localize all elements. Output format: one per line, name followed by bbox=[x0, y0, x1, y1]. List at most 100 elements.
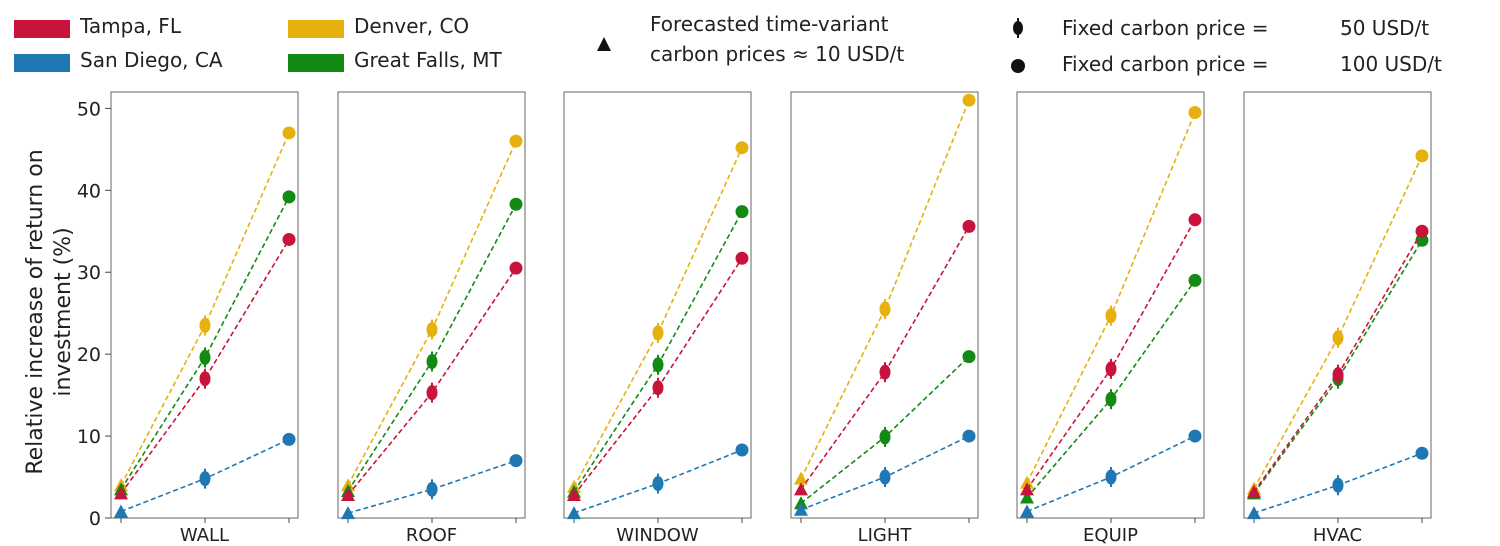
legend-swatch-sandiego bbox=[14, 54, 70, 72]
series-line-denver bbox=[347, 140, 517, 486]
panel-label-roof: ROOF bbox=[406, 525, 457, 546]
point-circle-tampa bbox=[735, 251, 749, 265]
series-line-denver bbox=[1253, 155, 1423, 489]
point-circle-denver bbox=[735, 141, 749, 155]
point-circle-denver bbox=[282, 126, 296, 140]
point-triangle-tampa bbox=[567, 488, 581, 502]
legend-swatch-greatfalls bbox=[288, 54, 344, 72]
point-diamond-sandiego bbox=[652, 476, 664, 492]
point-diamond-sandiego bbox=[1332, 477, 1344, 493]
legend-triangle-line1: Forecasted time-variant bbox=[650, 12, 889, 36]
point-triangle-greatfalls bbox=[1020, 490, 1034, 504]
series-line-greatfalls bbox=[1253, 239, 1423, 494]
series-line-denver bbox=[800, 99, 970, 480]
series-line-tampa bbox=[120, 239, 290, 494]
point-diamond-tampa bbox=[652, 380, 664, 396]
point-circle-tampa bbox=[1415, 224, 1429, 238]
point-triangle-denver bbox=[1020, 475, 1034, 489]
y-tick-label: 20 bbox=[77, 344, 101, 366]
diamond-marker-icon bbox=[1013, 18, 1023, 38]
circle-marker-icon bbox=[1011, 59, 1025, 73]
y-axis-label-line1: Relative increase of return on bbox=[23, 149, 48, 475]
legend-diamond-value: 50 USD/t bbox=[1340, 16, 1430, 40]
point-diamond-sandiego bbox=[426, 481, 438, 497]
point-circle-greatfalls bbox=[509, 197, 523, 211]
point-circle-denver bbox=[962, 93, 976, 107]
point-diamond-tampa bbox=[879, 364, 891, 380]
legend-label-tampa: Tampa, FL bbox=[80, 14, 181, 38]
point-triangle-sandiego bbox=[341, 506, 355, 520]
point-circle-greatfalls bbox=[282, 190, 296, 204]
series-line-greatfalls bbox=[573, 211, 743, 493]
series-line-greatfalls bbox=[347, 203, 517, 492]
point-circle-sandiego bbox=[1415, 446, 1429, 460]
point-triangle-greatfalls bbox=[794, 496, 808, 510]
series-line-tampa bbox=[800, 225, 970, 490]
point-diamond-sandiego bbox=[199, 471, 211, 487]
point-triangle-tampa bbox=[794, 482, 808, 496]
point-diamond-sandiego bbox=[1105, 469, 1117, 485]
point-triangle-tampa bbox=[1020, 482, 1034, 496]
legend-diamond-label: Fixed carbon price = bbox=[1062, 16, 1269, 40]
point-triangle-sandiego bbox=[1247, 506, 1261, 520]
panel-label-hvac: HVAC bbox=[1313, 525, 1362, 546]
point-diamond-denver bbox=[1105, 308, 1117, 324]
series-line-denver bbox=[120, 132, 290, 486]
point-diamond-tampa bbox=[426, 385, 438, 401]
series-line-tampa bbox=[347, 267, 517, 496]
point-diamond-sandiego bbox=[879, 469, 891, 485]
point-diamond-greatfalls bbox=[1105, 391, 1117, 407]
series-line-sandiego bbox=[347, 459, 517, 514]
point-diamond-greatfalls bbox=[199, 349, 211, 365]
panel-frame-wall bbox=[110, 91, 299, 519]
point-circle-tampa bbox=[962, 219, 976, 233]
point-circle-greatfalls bbox=[735, 205, 749, 219]
series-line-denver bbox=[1026, 112, 1196, 484]
series-line-denver bbox=[573, 147, 743, 488]
y-tick-label: 10 bbox=[77, 426, 101, 448]
panel-frame-equip bbox=[1016, 91, 1205, 519]
legend-label-denver: Denver, CO bbox=[354, 14, 470, 38]
point-circle-tampa bbox=[1188, 213, 1202, 227]
point-diamond-tampa bbox=[1105, 361, 1117, 377]
series-line-greatfalls bbox=[120, 196, 290, 490]
y-tick-label: 30 bbox=[77, 262, 101, 284]
point-circle-sandiego bbox=[282, 432, 296, 446]
legend-label-greatfalls: Great Falls, MT bbox=[354, 48, 502, 72]
panel-label-wall: WALL bbox=[180, 525, 229, 546]
point-triangle-sandiego bbox=[794, 502, 808, 516]
point-triangle-denver bbox=[794, 471, 808, 485]
panel-label-light: LIGHT bbox=[858, 525, 913, 546]
point-diamond-denver bbox=[199, 317, 211, 333]
point-circle-denver bbox=[1188, 105, 1202, 119]
panel-label-equip: EQUIP bbox=[1083, 525, 1138, 546]
point-circle-denver bbox=[1415, 149, 1429, 163]
legend-circle-value: 100 USD/t bbox=[1340, 52, 1442, 76]
legend-swatch-denver bbox=[288, 20, 344, 38]
point-circle-greatfalls bbox=[962, 350, 976, 364]
point-circle-sandiego bbox=[962, 429, 976, 443]
point-circle-tampa bbox=[509, 261, 523, 275]
legend-swatch-tampa bbox=[14, 20, 70, 38]
point-triangle-sandiego bbox=[114, 504, 128, 518]
point-circle-greatfalls bbox=[1188, 273, 1202, 287]
point-triangle-tampa bbox=[114, 486, 128, 500]
legend-label-sandiego: San Diego, CA bbox=[80, 48, 223, 72]
point-diamond-greatfalls bbox=[652, 357, 664, 373]
legend-triangle-line2: carbon prices ≈ 10 USD/t bbox=[650, 42, 905, 66]
point-triangle-tampa bbox=[1247, 484, 1261, 498]
point-diamond-denver bbox=[652, 325, 664, 341]
series-line-tampa bbox=[1253, 230, 1423, 493]
panel-frame-hvac bbox=[1243, 91, 1432, 519]
panel-frame-roof bbox=[337, 91, 526, 519]
point-diamond-denver bbox=[879, 301, 891, 317]
panel-label-window: WINDOW bbox=[616, 525, 699, 546]
point-diamond-greatfalls bbox=[879, 429, 891, 445]
y-tick-label: 40 bbox=[77, 180, 101, 202]
point-triangle-sandiego bbox=[1020, 504, 1034, 518]
point-circle-sandiego bbox=[735, 443, 749, 457]
y-axis-label-line2: investment (%) bbox=[51, 227, 76, 397]
point-diamond-greatfalls bbox=[426, 354, 438, 370]
point-triangle-tampa bbox=[341, 488, 355, 502]
